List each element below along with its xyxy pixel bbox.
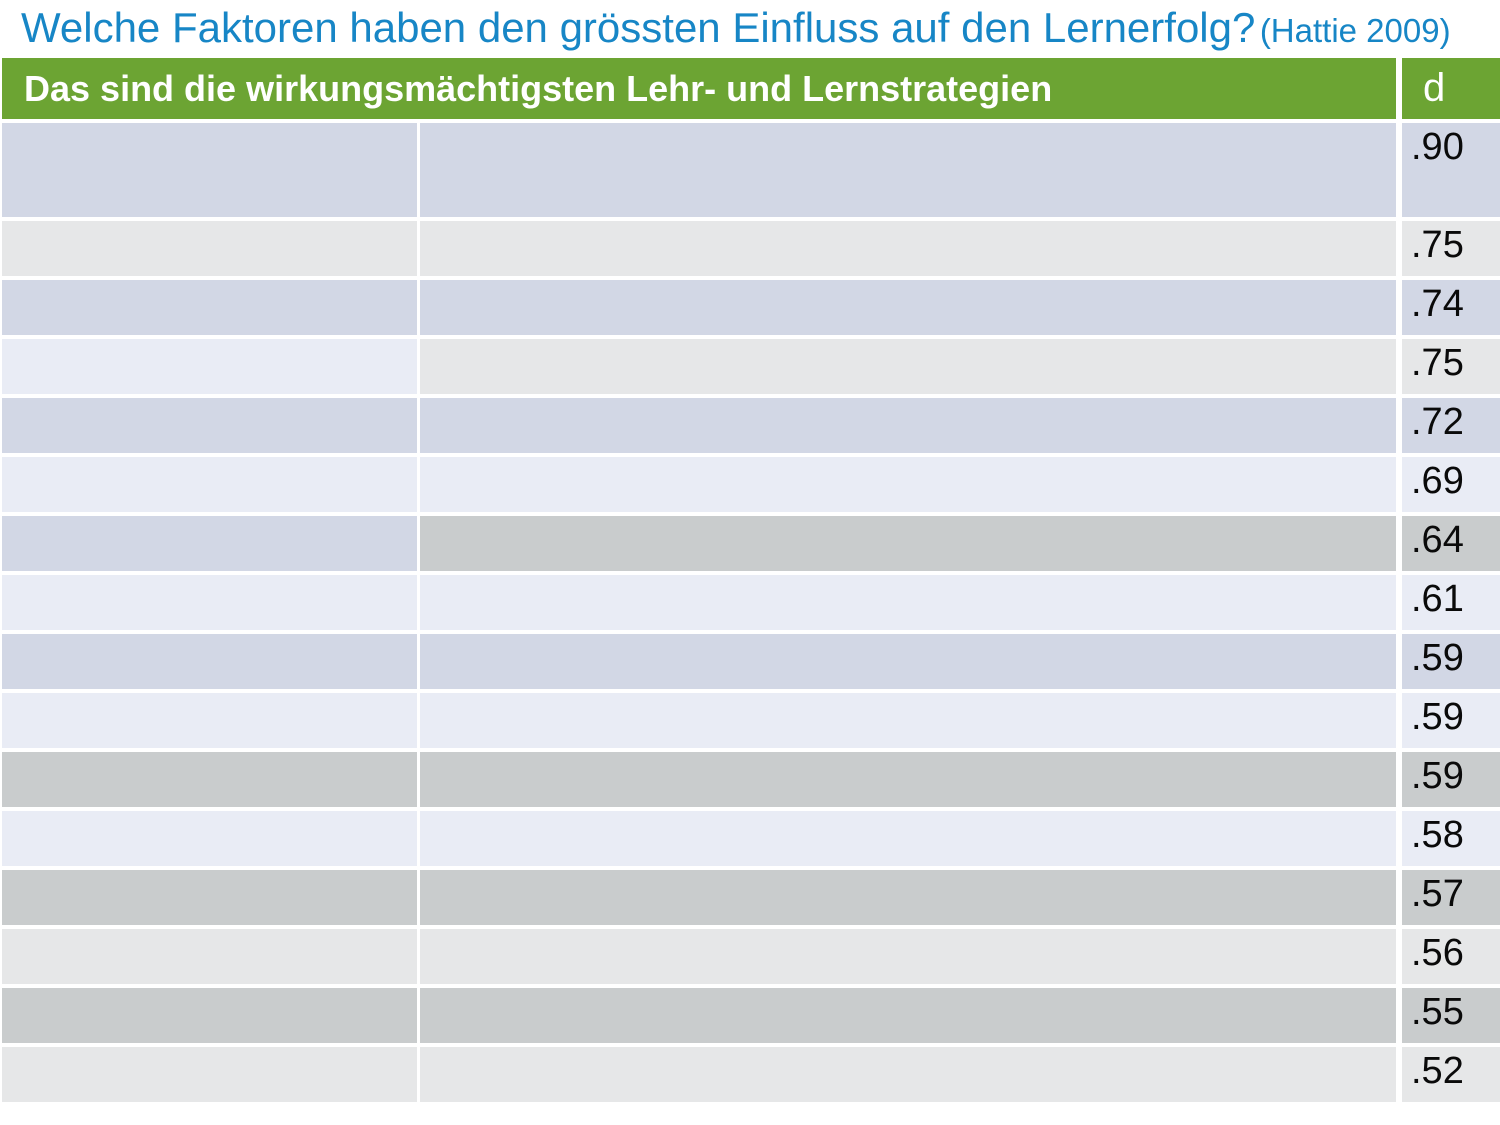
description-cell (420, 280, 1396, 335)
factor-cell (2, 457, 417, 512)
page-title-source: (Hattie 2009) (1259, 12, 1451, 49)
d-value-cell: .61 (1402, 575, 1500, 630)
d-value-cell: .52 (1402, 1047, 1500, 1102)
table-row: .57 (2, 870, 1500, 925)
description-cell (420, 870, 1396, 925)
table-row: .59 (2, 634, 1500, 689)
description-cell (420, 123, 1396, 217)
d-value-cell: .75 (1402, 221, 1500, 276)
description-cell (420, 634, 1396, 689)
factor-cell (2, 634, 417, 689)
factor-cell (2, 870, 417, 925)
factor-cell (2, 123, 417, 217)
factor-cell (2, 988, 417, 1043)
factor-cell (2, 339, 417, 394)
factor-cell (2, 1047, 417, 1102)
d-value-cell: .90 (1402, 123, 1500, 217)
description-cell (420, 988, 1396, 1043)
table-row: .59 (2, 752, 1500, 807)
d-value-cell: .74 (1402, 280, 1500, 335)
description-cell (420, 398, 1396, 453)
effect-size-table: Das sind die wirkungsmächtigsten Lehr- u… (2, 58, 1500, 1106)
factor-cell (2, 811, 417, 866)
factor-cell (2, 398, 417, 453)
description-cell (420, 929, 1396, 984)
d-value-cell: .75 (1402, 339, 1500, 394)
table-row: .52 (2, 1047, 1500, 1102)
factor-cell (2, 693, 417, 748)
table-body: .90.75.74.75.72.69.64.61.59.59.59.58.57.… (2, 123, 1500, 1102)
d-value-cell: .57 (1402, 870, 1500, 925)
description-cell (420, 811, 1396, 866)
description-cell (420, 221, 1396, 276)
table-header-d-column: d (1402, 58, 1500, 119)
table-row: .69 (2, 457, 1500, 512)
table-row: .59 (2, 693, 1500, 748)
d-value-cell: .69 (1402, 457, 1500, 512)
d-value-cell: .72 (1402, 398, 1500, 453)
table-row: .75 (2, 339, 1500, 394)
table-row: .75 (2, 221, 1500, 276)
factor-cell (2, 221, 417, 276)
page-title-text: Welche Faktoren haben den grössten Einfl… (21, 4, 1256, 51)
table-row: .64 (2, 516, 1500, 571)
table-row: .90 (2, 123, 1500, 217)
factor-cell (2, 280, 417, 335)
description-cell (420, 1047, 1396, 1102)
description-cell (420, 339, 1396, 394)
factor-cell (2, 516, 417, 571)
table-row: .61 (2, 575, 1500, 630)
factor-cell (2, 575, 417, 630)
description-cell (420, 752, 1396, 807)
table-row: .56 (2, 929, 1500, 984)
table-header-label: Das sind die wirkungsmächtigsten Lehr- u… (2, 58, 1396, 119)
description-cell (420, 575, 1396, 630)
d-value-cell: .64 (1402, 516, 1500, 571)
factor-cell (2, 752, 417, 807)
table-row: .74 (2, 280, 1500, 335)
page-title: Welche Faktoren haben den grössten Einfl… (21, 1, 1451, 64)
d-value-cell: .55 (1402, 988, 1500, 1043)
d-value-cell: .58 (1402, 811, 1500, 866)
d-value-cell: .59 (1402, 693, 1500, 748)
table-header-row: Das sind die wirkungsmächtigsten Lehr- u… (2, 58, 1500, 119)
description-cell (420, 693, 1396, 748)
factor-cell (2, 929, 417, 984)
table-row: .72 (2, 398, 1500, 453)
table-row: .58 (2, 811, 1500, 866)
d-value-cell: .59 (1402, 634, 1500, 689)
table-row: .55 (2, 988, 1500, 1043)
description-cell (420, 516, 1396, 571)
d-value-cell: .59 (1402, 752, 1500, 807)
description-cell (420, 457, 1396, 512)
d-value-cell: .56 (1402, 929, 1500, 984)
